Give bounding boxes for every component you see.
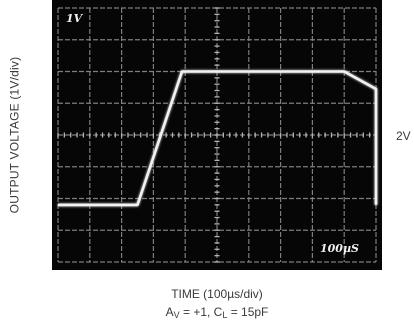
load-cap-value: = 15pF: [227, 305, 269, 319]
series-line: [58, 70, 378, 207]
reference-level-label: 2V: [396, 129, 411, 143]
oscilloscope-screen: 1V 100µS: [52, 0, 382, 270]
x-axis-label: TIME (100µs/div): [171, 287, 263, 301]
test-conditions: AV = +1, CL = 15pF: [52, 305, 382, 320]
y-axis-label: OUTPUT VOLTAGE (1V/div): [7, 56, 22, 214]
load-cap-symbol: C: [213, 305, 223, 319]
scope-grid: [57, 7, 377, 263]
y-axis-label-container: OUTPUT VOLTAGE (1V/div): [2, 0, 26, 270]
gain-value: = +1,: [179, 305, 214, 319]
load-cap-subscript: L: [222, 310, 228, 320]
trace-group: [58, 70, 378, 207]
gain-subscript: V: [173, 310, 180, 320]
vertical-scale-label: 1V: [66, 12, 84, 25]
gain-symbol: A: [165, 305, 174, 319]
time-scale-label: 100µS: [320, 242, 359, 255]
